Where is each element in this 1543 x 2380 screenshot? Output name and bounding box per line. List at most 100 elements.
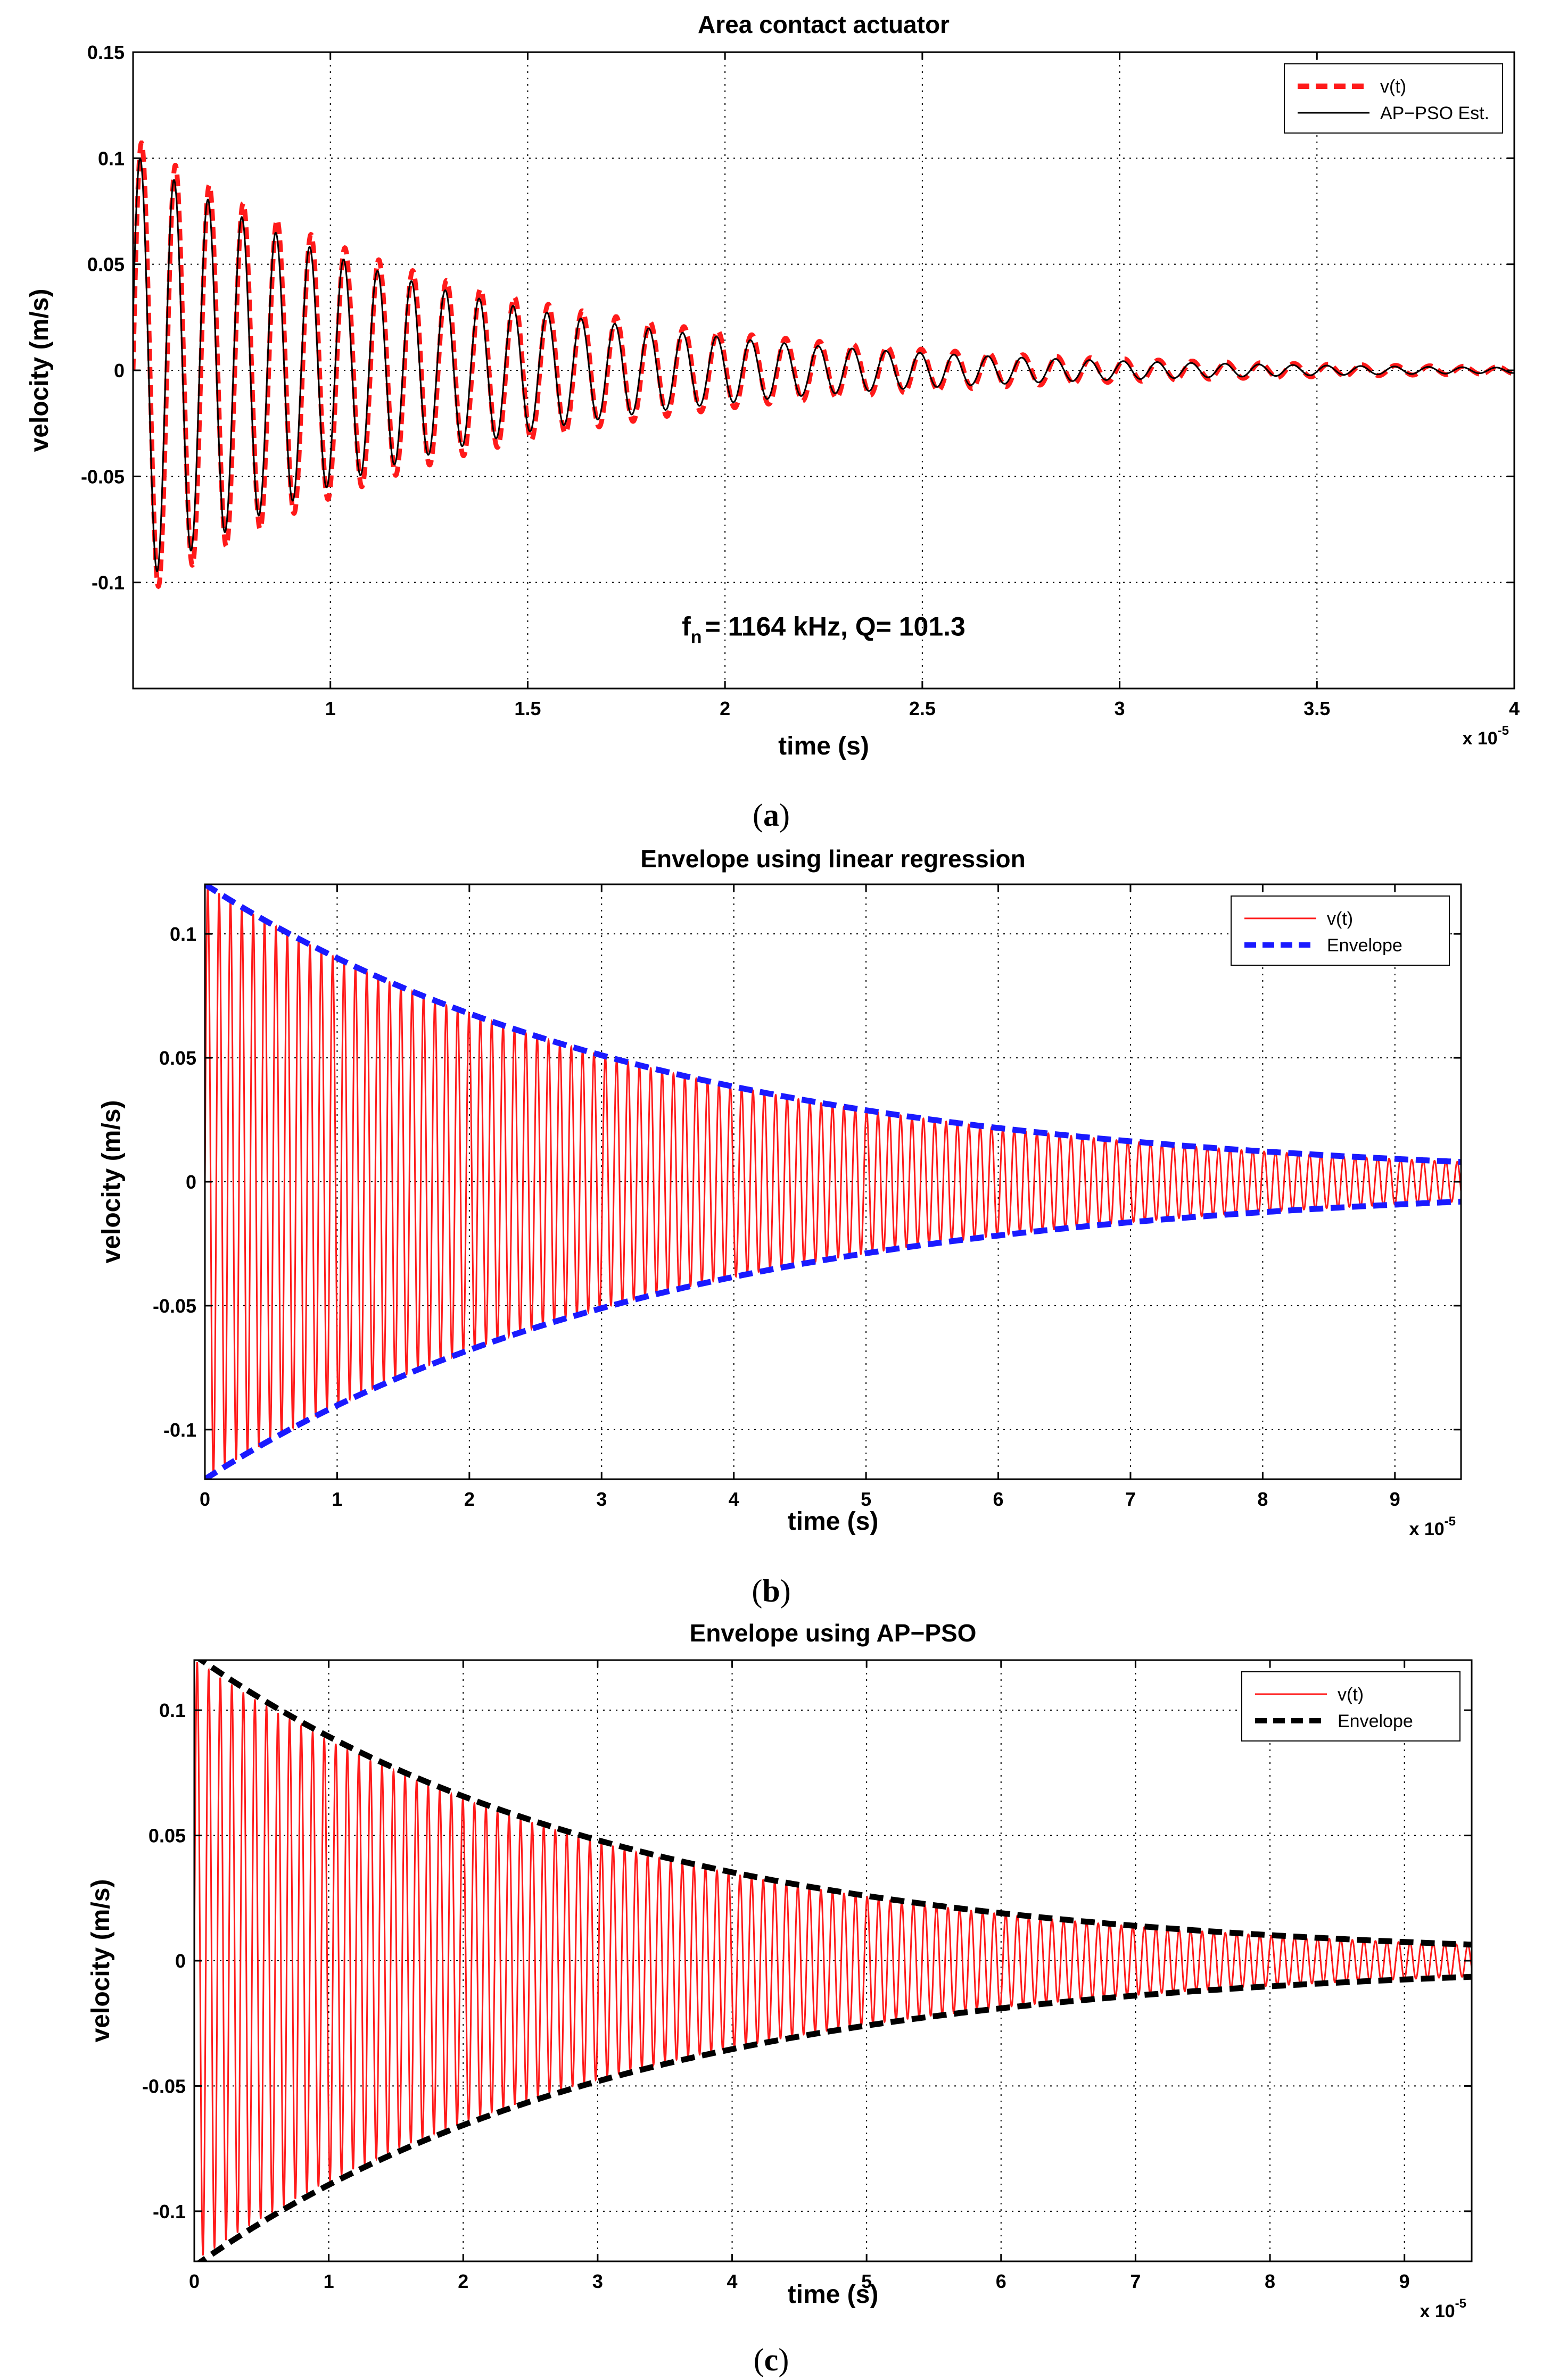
x-tick-label: 5: [861, 2270, 872, 2292]
legend: v(t) AP−PSO Est.: [1284, 63, 1503, 134]
chart-title: Envelope using AP−PSO: [690, 1619, 977, 1647]
caption-open: (: [752, 1573, 762, 1608]
series-vt-line: [194, 1662, 1472, 2256]
x-multiplier-label: x 10-5: [1420, 2296, 1466, 2321]
x-tick-label: 4: [1509, 698, 1520, 719]
y-tick-label: 0.1: [159, 1699, 186, 1721]
x-tick-label: 9: [1390, 1488, 1400, 1510]
legend: v(t) Envelope: [1241, 1671, 1461, 1742]
x-tick-label: 1: [332, 1488, 342, 1510]
x-tick-label: 0: [200, 1488, 210, 1510]
legend-label: Envelope: [1327, 935, 1402, 956]
x-tick-label: 1: [325, 698, 336, 719]
annotation-value: = 1164 kHz, Q= 101.3: [705, 611, 966, 641]
x-tick-label: 1.5: [514, 698, 541, 719]
envelope-lower-line: [196, 1973, 1472, 2261]
legend-box: [1231, 895, 1450, 966]
caption-letter: c: [764, 2342, 779, 2377]
panel-b: 0 1 2 3 4 5 6 7 8 9 -0.1 -0.05 0 0.05 0.1 Envelope usin…: [97, 845, 1462, 1608]
y-tick-label: 0.05: [87, 254, 125, 276]
caption-open: (: [753, 798, 763, 833]
x-multiplier-exponent: -5: [1498, 724, 1509, 738]
x-tick-label: 3: [592, 2270, 603, 2292]
legend-label: Envelope: [1338, 1711, 1413, 1731]
x-axis-label: time (s): [788, 1507, 879, 1536]
caption-close: ): [778, 2342, 789, 2377]
x-tick-label: 3.5: [1303, 698, 1330, 719]
x-tick-label: 7: [1130, 2270, 1141, 2292]
y-tick-label: 0.1: [98, 147, 125, 169]
y-tick-label: -0.1: [153, 2201, 186, 2223]
legend-label: AP−PSO Est.: [1380, 103, 1489, 123]
x-multiplier-exponent: -5: [1455, 2296, 1466, 2311]
y-tick-label: 0: [114, 360, 125, 382]
y-axis-label: velocity (m/s): [26, 289, 54, 452]
y-tick-label: 0.1: [170, 923, 196, 945]
y-axis-label: velocity (m/s): [97, 1100, 126, 1264]
x-tick-label: 8: [1257, 1488, 1268, 1510]
panel-a: 1 1.5 2 2.5 3 3.5 4 -0.1 -0.05 0 0.05 0.1 0.15 Area c…: [26, 11, 1520, 833]
envelope-lower-line: [205, 1198, 1461, 1479]
x-tick-label: 4: [727, 2270, 738, 2292]
x-multiplier-base: x 10: [1420, 2301, 1455, 2321]
x-tick-label: 0: [189, 2270, 200, 2292]
panel-caption: (b): [752, 1573, 790, 1608]
envelope-upper-line: [196, 1660, 1472, 1948]
x-tick-label: 2.5: [909, 698, 936, 719]
x-tick-label: 7: [1125, 1488, 1136, 1510]
x-tick-label: 8: [1265, 2270, 1275, 2292]
y-tick-label: -0.05: [142, 2075, 186, 2097]
x-tick-label: 3: [596, 1488, 607, 1510]
legend-box: [1284, 63, 1503, 134]
y-tick-label: 0.05: [159, 1047, 196, 1069]
x-tick-label: 2: [458, 2270, 468, 2292]
y-axis-label: velocity (m/s): [87, 1879, 115, 2043]
annotation-text: fn = 1164 kHz, Q= 101.3: [682, 611, 966, 647]
caption-letter: b: [762, 1573, 780, 1608]
panel-caption: (c): [754, 2342, 789, 2377]
x-tick-label: 5: [861, 1488, 871, 1510]
x-multiplier-base: x 10: [1409, 1519, 1444, 1539]
x-tick-label: 9: [1399, 2270, 1410, 2292]
legend-label: v(t): [1338, 1685, 1364, 1705]
x-multiplier-base: x 10: [1462, 728, 1497, 749]
chart-title: Area contact actuator: [698, 11, 950, 38]
series-vt-line: [133, 140, 1514, 590]
y-tick-label: -0.1: [163, 1419, 196, 1441]
y-tick-label: 0: [175, 1950, 186, 1972]
legend-label: v(t): [1327, 909, 1353, 929]
y-tick-label: -0.05: [81, 466, 125, 487]
x-axis-label: time (s): [788, 2281, 879, 2309]
series-ap-pso-est-line: [133, 157, 1514, 573]
x-tick-label: 6: [993, 1488, 1004, 1510]
y-tick-label: 0.05: [148, 1825, 186, 1847]
legend-box: [1241, 1671, 1461, 1742]
grid: [133, 52, 1514, 689]
caption-close: ): [779, 798, 790, 833]
caption-open: (: [754, 2342, 764, 2377]
x-tick-label: 2: [464, 1488, 475, 1510]
x-tick-label: 4: [729, 1488, 739, 1510]
x-tick-label: 2: [720, 698, 730, 719]
y-tick-label: 0: [186, 1171, 196, 1193]
annotation-subscript: n: [691, 627, 702, 647]
x-axis-label: time (s): [778, 732, 869, 760]
envelope-upper-line: [205, 884, 1461, 1165]
x-tick-label: 1: [324, 2270, 334, 2292]
x-multiplier-label: x 10-5: [1409, 1514, 1456, 1539]
chart-title: Envelope using linear regression: [640, 845, 1025, 873]
traces: [194, 1660, 1472, 2261]
y-tick-label: -0.05: [153, 1295, 196, 1317]
legend-label: v(t): [1380, 77, 1406, 97]
legend: v(t) Envelope: [1231, 895, 1450, 966]
traces: [133, 140, 1514, 590]
x-multiplier-exponent: -5: [1445, 1514, 1456, 1529]
x-multiplier-label: x 10-5: [1462, 724, 1509, 749]
series-vt-line: [205, 884, 1461, 1474]
traces: [205, 884, 1461, 1479]
y-tick-label: -0.1: [92, 572, 125, 594]
panel-caption: (a): [753, 798, 790, 833]
caption-letter: a: [763, 798, 779, 833]
caption-close: ): [780, 1573, 791, 1608]
